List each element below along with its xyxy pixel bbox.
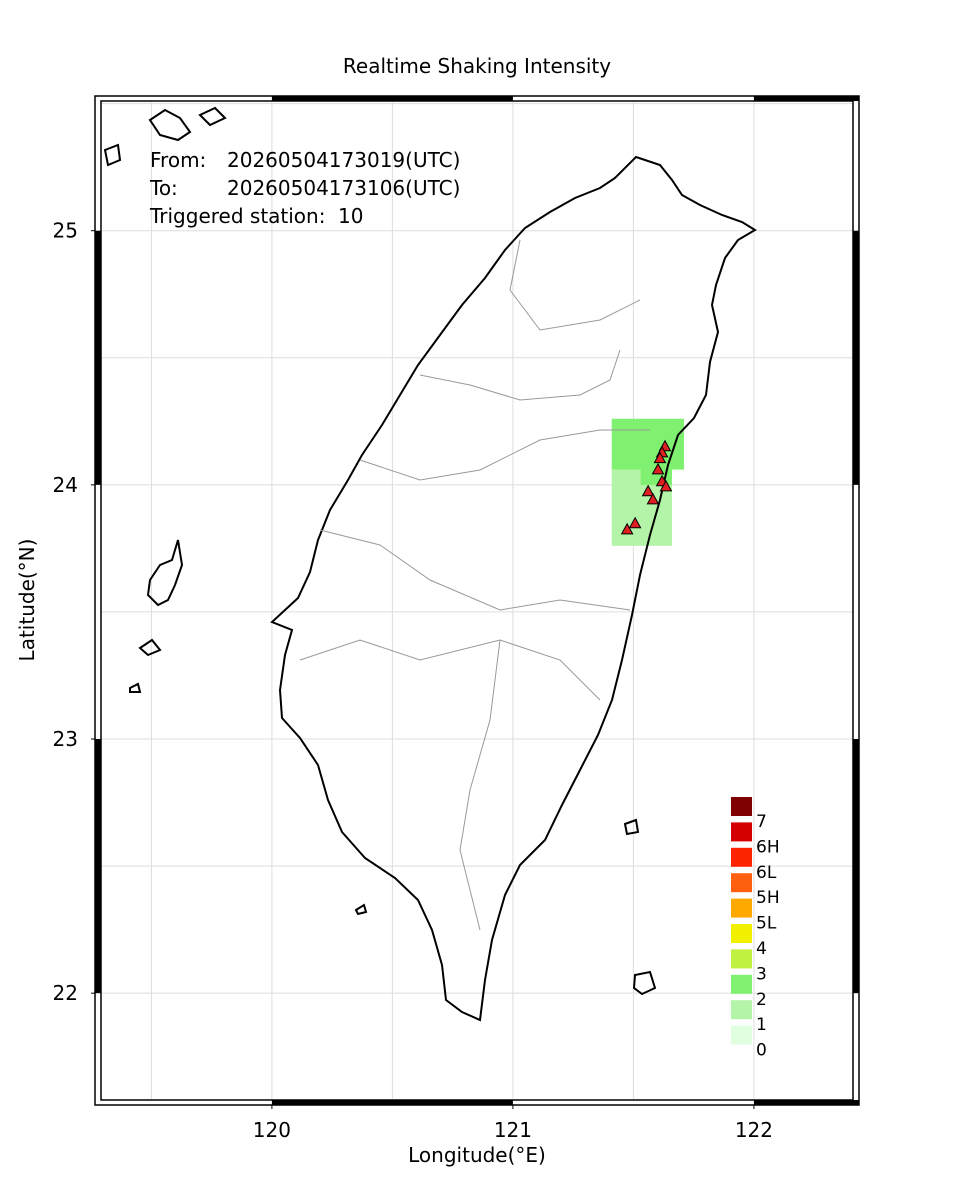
station-marker — [646, 492, 660, 505]
info-from-value: 20260504173019(UTC) — [227, 148, 460, 172]
legend-label: 6H — [756, 837, 780, 857]
frame-bar — [271, 96, 513, 101]
kinmen-matsu — [103, 106, 227, 167]
x-tick-label: 121 — [494, 1118, 532, 1142]
legend-label: 1 — [756, 1015, 767, 1035]
x-tick-label: 120 — [253, 1118, 291, 1142]
green-island — [623, 818, 640, 836]
legend-label: 4 — [756, 939, 767, 959]
info-from-label: From: — [150, 148, 206, 172]
station-marker — [659, 479, 673, 492]
info-to-value: 20260504173106(UTC) — [227, 176, 460, 200]
legend-swatch — [731, 974, 752, 994]
legend-swatch — [731, 822, 752, 842]
county-line — [299, 639, 601, 701]
x-axis-label: Longitude(°E) — [408, 1143, 546, 1167]
liuqiu — [354, 903, 368, 916]
legend-swatch — [731, 873, 752, 893]
legend-swatch — [731, 847, 752, 867]
y-tick-label: 23 — [53, 727, 78, 751]
y-tick-label: 25 — [53, 219, 78, 243]
station-marker — [653, 451, 667, 464]
county-line — [459, 639, 501, 931]
legend-swatch — [731, 1025, 752, 1045]
legend-swatch — [731, 949, 752, 969]
legend-swatch — [731, 1000, 752, 1020]
map-title: Realtime Shaking Intensity — [343, 54, 611, 78]
x-tick-label: 122 — [735, 1118, 773, 1142]
frame-bar — [753, 1100, 859, 1105]
legend-label: 2 — [756, 990, 767, 1010]
coastline — [103, 106, 757, 1022]
legend-label: 5H — [756, 888, 780, 908]
county-boundaries — [299, 239, 650, 931]
station-marker — [628, 516, 642, 529]
intensity-cell — [611, 418, 685, 470]
frame-bar — [95, 230, 101, 485]
taiwan-coast — [270, 155, 757, 1022]
station-marker — [651, 462, 665, 475]
frame-bar — [753, 96, 859, 101]
legend-label: 7 — [756, 812, 767, 832]
frame-bar — [853, 230, 859, 485]
orchid-island — [632, 970, 657, 996]
penghu-islands — [129, 539, 184, 693]
station-marker — [620, 522, 634, 535]
legend-label: 0 — [756, 1041, 767, 1061]
legend-swatch — [731, 924, 752, 943]
y-tick-label: 22 — [53, 981, 78, 1005]
county-line — [419, 349, 621, 401]
frame-bar — [271, 1100, 513, 1105]
legend-label: 3 — [756, 964, 767, 984]
y-axis-label: Latitude(°N) — [15, 539, 39, 662]
legend-swatch — [731, 898, 752, 918]
county-line — [509, 239, 641, 331]
county-line — [359, 429, 650, 481]
county-line — [319, 529, 631, 611]
info-triggered-label: Triggered station: — [149, 204, 325, 228]
info-to-label: To: — [149, 176, 178, 200]
legend-label: 6L — [756, 863, 777, 883]
frame-bar — [95, 739, 101, 994]
frame-bar — [853, 739, 859, 994]
station-marker — [641, 484, 655, 497]
y-tick-label: 24 — [53, 473, 78, 497]
legend-swatch — [731, 797, 752, 816]
info-triggered-count: 10 — [338, 204, 363, 228]
legend-label: 5L — [756, 914, 777, 934]
